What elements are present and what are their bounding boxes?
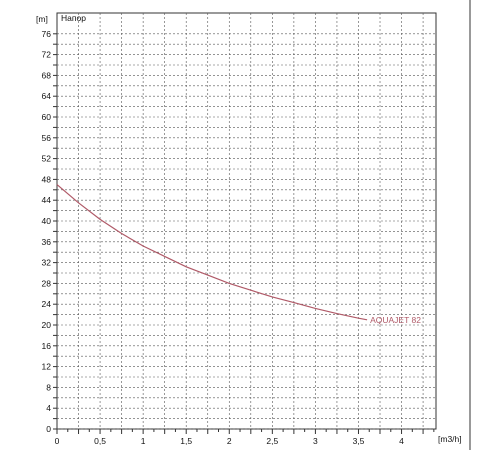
y-tick-label: 76 [42,29,52,39]
series-line-aquajet-82 [56,184,368,321]
y-tick-label: 60 [42,112,52,122]
y-tick-label: 24 [42,299,52,309]
y-tick-label: 4 [46,403,51,413]
x-tick-label: 1 [141,436,146,446]
x-tick-label: 2 [227,436,232,446]
x-axis-unit: [m3/h] [438,434,462,444]
y-tick-label: 36 [42,237,52,247]
x-tick-label: 1,5 [180,436,192,446]
y-tick-label: 56 [42,133,52,143]
x-tick-label: 3,5 [353,436,365,446]
y-tick-label: 20 [42,320,52,330]
series-label: AQUAJET 82 [370,315,421,325]
x-tick-label: 4 [399,436,404,446]
y-tick-label: 72 [42,50,52,60]
y-tick-label: 8 [46,382,51,392]
y-tick-label: 44 [42,195,52,205]
y-tick-label: 64 [42,91,52,101]
chart-title: Напор [61,13,86,23]
x-tick-label: 3 [313,436,318,446]
y-tick-label: 52 [42,154,52,164]
y-tick-label: 68 [42,70,52,80]
x-tick-label: 2,5 [266,436,278,446]
y-tick-label: 28 [42,278,52,288]
grid-lines [57,13,436,430]
series-layer: AQUAJET 82 [56,184,421,325]
y-axis-unit: [m] [36,14,48,24]
x-tick-label: 0 [55,436,60,446]
y-tick-label: 32 [42,258,52,268]
y-tick-label: 40 [42,216,52,226]
y-tick-label: 12 [42,362,52,372]
y-tick-label: 16 [42,341,52,351]
x-axis-ticks: 0 0,5 1 1,5 2 2,5 3 3,5 4 [55,429,435,446]
x-tick-label: 0,5 [94,436,106,446]
y-tick-label: 48 [42,174,52,184]
y-tick-label: 0 [46,424,51,434]
